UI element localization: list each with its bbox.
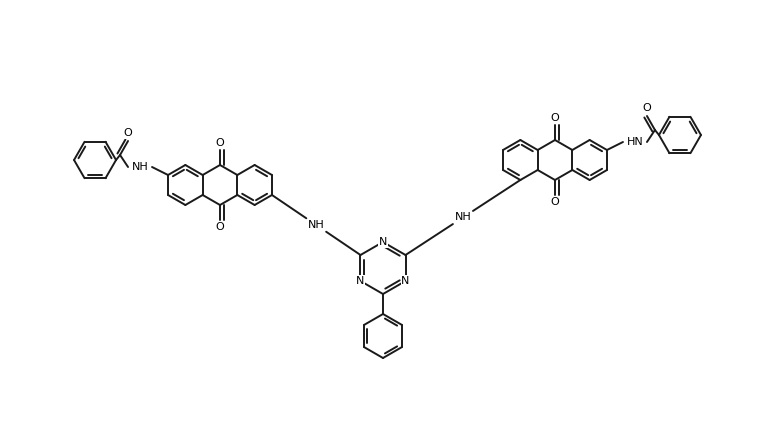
Text: NH: NH (454, 213, 471, 223)
Text: NH: NH (132, 162, 149, 172)
Text: N: N (357, 276, 365, 286)
Text: NH: NH (308, 220, 325, 230)
Text: O: O (124, 128, 132, 138)
Text: HN: HN (627, 137, 644, 147)
Text: O: O (216, 222, 224, 232)
Text: N: N (379, 237, 387, 247)
Text: O: O (551, 197, 559, 207)
Text: N: N (401, 276, 410, 286)
Text: O: O (216, 138, 224, 148)
Text: O: O (551, 113, 559, 123)
Text: O: O (643, 103, 651, 113)
